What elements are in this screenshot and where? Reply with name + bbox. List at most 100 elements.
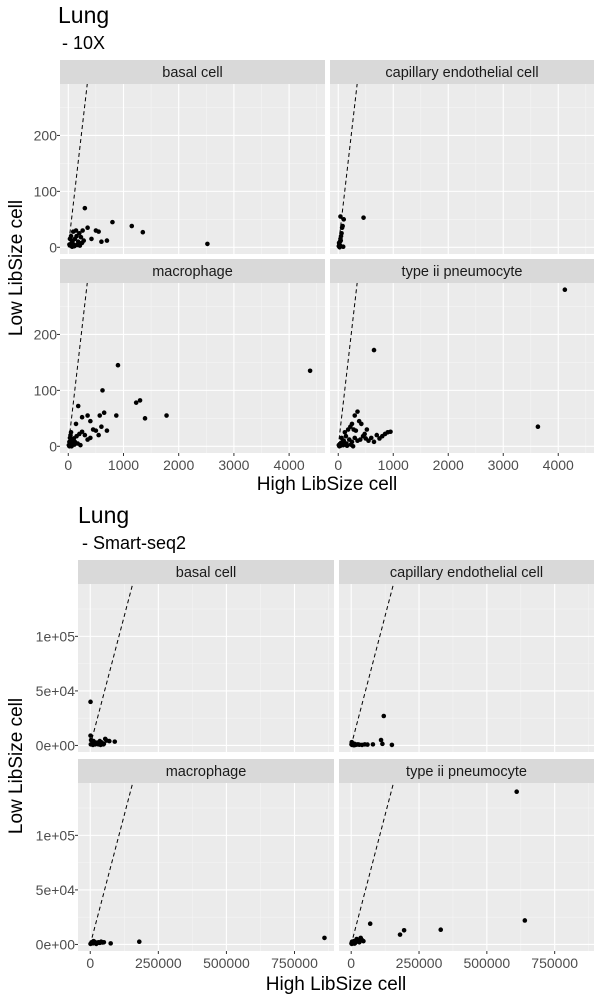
data-point — [381, 713, 387, 719]
data-point — [438, 927, 444, 933]
panel-background — [78, 783, 334, 951]
y-tick-label: 0 — [49, 438, 57, 454]
data-point — [68, 430, 74, 435]
reference-line — [337, 283, 358, 447]
x-tick-label: 1000 — [108, 457, 139, 473]
y-tick-label: 5e+04 — [36, 683, 76, 699]
y-tick-label: 0e+00 — [36, 936, 76, 952]
data-point — [110, 219, 115, 225]
data-point — [388, 429, 393, 435]
data-point — [82, 432, 88, 438]
data-point — [93, 428, 99, 433]
data-point — [88, 733, 93, 738]
facet-panel: type ii pneumocyte 0 250000 500000 750000 — [339, 759, 594, 971]
x-axis-label: High LibSize cell — [266, 974, 406, 995]
data-point — [133, 400, 139, 405]
panel-background — [330, 283, 594, 453]
x-tick-label: 250000 — [135, 955, 182, 971]
facet-panel: basal cell 0 100 200 — [34, 60, 325, 255]
data-point — [370, 742, 376, 747]
facet-strip — [330, 60, 594, 84]
data-point — [341, 217, 347, 222]
chart-title: Lung — [78, 502, 129, 528]
x-tick-label: 3000 — [488, 457, 519, 473]
data-point — [99, 424, 104, 430]
data-point — [365, 742, 370, 747]
y-tick-label: 0e+00 — [36, 737, 76, 753]
facet-label: basal cell — [176, 565, 236, 581]
data-point — [514, 789, 519, 795]
data-point — [352, 941, 357, 946]
facet-strip — [339, 759, 594, 783]
chart-0: Lung - 10X basal cell 0 100 200 capillary end… — [6, 2, 594, 495]
data-point — [107, 738, 112, 744]
data-point — [349, 421, 355, 427]
data-point — [73, 228, 79, 233]
data-point — [79, 414, 85, 420]
y-tick-label: 1e+05 — [36, 827, 76, 843]
y-tick-label: 100 — [34, 183, 58, 199]
panel-plot-area — [330, 283, 594, 453]
facet-label: basal cell — [162, 65, 222, 81]
reference-line — [337, 84, 358, 248]
data-point — [73, 421, 79, 427]
x-tick-label: 0 — [64, 457, 72, 473]
data-point — [357, 437, 363, 442]
facet-label: macrophage — [166, 764, 247, 780]
data-point — [361, 938, 366, 944]
panel-plot-area — [339, 783, 594, 951]
x-tick-label: 1000 — [378, 457, 409, 473]
data-point — [88, 418, 93, 424]
data-point — [82, 205, 88, 211]
facet-panel: capillary endothelial cell — [339, 560, 594, 752]
data-point — [401, 927, 407, 933]
data-point — [99, 239, 104, 244]
data-point — [343, 433, 349, 439]
chart-1: Lung - Smart-seq2 basal cell 0e+00 5e+04 1e+… — [6, 502, 594, 995]
data-point — [359, 421, 364, 427]
panel-background — [60, 283, 325, 453]
data-point — [93, 941, 99, 947]
facet-label: capillary endothelial cell — [385, 65, 538, 81]
data-point — [129, 223, 135, 229]
data-point — [85, 413, 90, 418]
data-point — [80, 228, 85, 233]
data-point — [364, 427, 370, 432]
data-point — [371, 439, 377, 445]
data-point — [307, 368, 313, 374]
data-point — [355, 409, 360, 414]
facet-label: type ii pneumocyte — [402, 264, 523, 280]
data-point — [339, 231, 344, 236]
data-point — [350, 443, 356, 449]
chart-subtitle: - 10X — [62, 33, 105, 53]
data-point — [338, 214, 343, 219]
data-point — [85, 225, 90, 231]
facet-strip — [60, 259, 325, 283]
data-point — [340, 244, 346, 250]
data-point — [322, 935, 327, 941]
data-point — [74, 233, 79, 239]
x-tick-label: 750000 — [531, 955, 578, 971]
data-point — [367, 921, 373, 927]
data-point — [205, 241, 210, 247]
panel-plot-area — [78, 783, 334, 951]
x-tick-label: 0 — [347, 955, 355, 971]
x-tick-label: 500000 — [203, 955, 250, 971]
data-point — [371, 347, 377, 353]
data-point — [380, 741, 385, 747]
x-tick-label: 2000 — [163, 457, 194, 473]
data-point — [100, 388, 105, 393]
y-tick-label: 200 — [34, 127, 58, 143]
data-point — [136, 939, 142, 945]
data-point — [81, 238, 87, 243]
chart-title: Lung — [58, 2, 109, 28]
panel-background — [339, 584, 594, 752]
data-point — [115, 362, 121, 368]
panel-background — [60, 84, 325, 254]
data-point — [67, 236, 73, 242]
data-point — [397, 932, 403, 937]
x-tick-label: 500000 — [463, 955, 510, 971]
data-point — [535, 424, 541, 430]
data-point — [164, 413, 169, 418]
data-point — [78, 234, 84, 240]
